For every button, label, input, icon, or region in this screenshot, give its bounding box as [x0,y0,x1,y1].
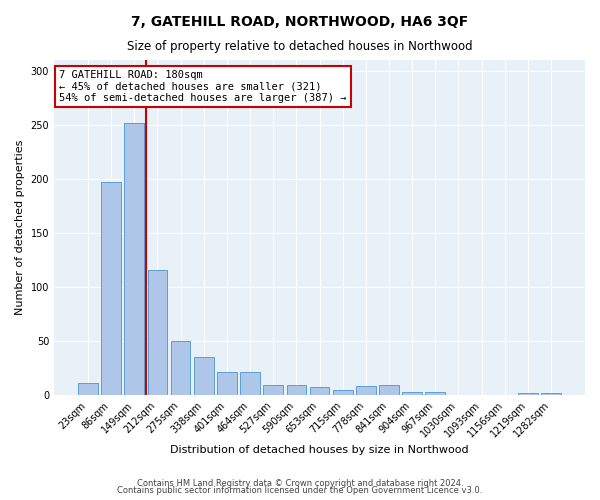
X-axis label: Distribution of detached houses by size in Northwood: Distribution of detached houses by size … [170,445,469,455]
Y-axis label: Number of detached properties: Number of detached properties [15,140,25,316]
Bar [425,392,445,396]
Bar [240,372,260,396]
Text: Contains HM Land Registry data © Crown copyright and database right 2024.: Contains HM Land Registry data © Crown c… [137,478,463,488]
Bar [518,393,538,396]
Bar [287,384,306,396]
Bar [263,384,283,396]
Bar [333,390,353,396]
Bar [310,386,329,396]
Bar [402,392,422,396]
Bar [541,393,561,396]
Text: Size of property relative to detached houses in Northwood: Size of property relative to detached ho… [127,40,473,53]
Bar [148,270,167,396]
Bar [356,386,376,396]
Bar [217,372,237,396]
Bar [171,342,190,396]
Text: 7 GATEHILL ROAD: 180sqm
← 45% of detached houses are smaller (321)
54% of semi-d: 7 GATEHILL ROAD: 180sqm ← 45% of detache… [59,70,347,103]
Bar [194,358,214,396]
Text: Contains public sector information licensed under the Open Government Licence v3: Contains public sector information licen… [118,486,482,495]
Bar [78,384,98,396]
Bar [101,182,121,396]
Bar [379,384,399,396]
Bar [124,122,144,396]
Text: 7, GATEHILL ROAD, NORTHWOOD, HA6 3QF: 7, GATEHILL ROAD, NORTHWOOD, HA6 3QF [131,15,469,29]
